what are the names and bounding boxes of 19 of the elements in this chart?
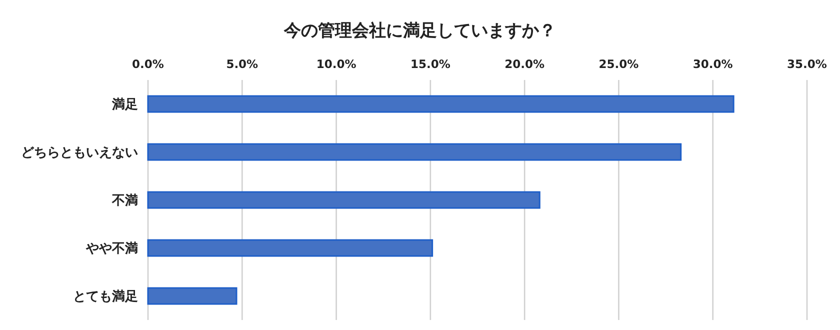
x-tick-label: 5.0% (226, 57, 259, 71)
chart-title: 今の管理会社に満足していますか？ (283, 21, 556, 41)
y-tick-label: 満足 (111, 98, 138, 112)
bar (147, 239, 434, 257)
x-tick-label: 0.0% (132, 57, 164, 71)
x-tick-label: 20.0% (504, 57, 545, 71)
bar (147, 191, 540, 209)
y-tick-label: やや不満 (85, 242, 138, 256)
x-tick-label: 25.0% (598, 57, 640, 71)
x-tick-label: 35.0% (787, 57, 828, 71)
x-tick-label: 15.0% (410, 57, 451, 71)
bar (147, 287, 238, 305)
y-tick-label: 不満 (111, 194, 138, 208)
bar (147, 143, 682, 161)
y-tick-label: とても満足 (73, 290, 138, 304)
x-tick-label: 30.0% (692, 57, 734, 71)
x-tick-label: 10.0% (316, 57, 357, 71)
y-tick-label: どちらともいえない (21, 146, 138, 160)
bar (147, 95, 734, 113)
